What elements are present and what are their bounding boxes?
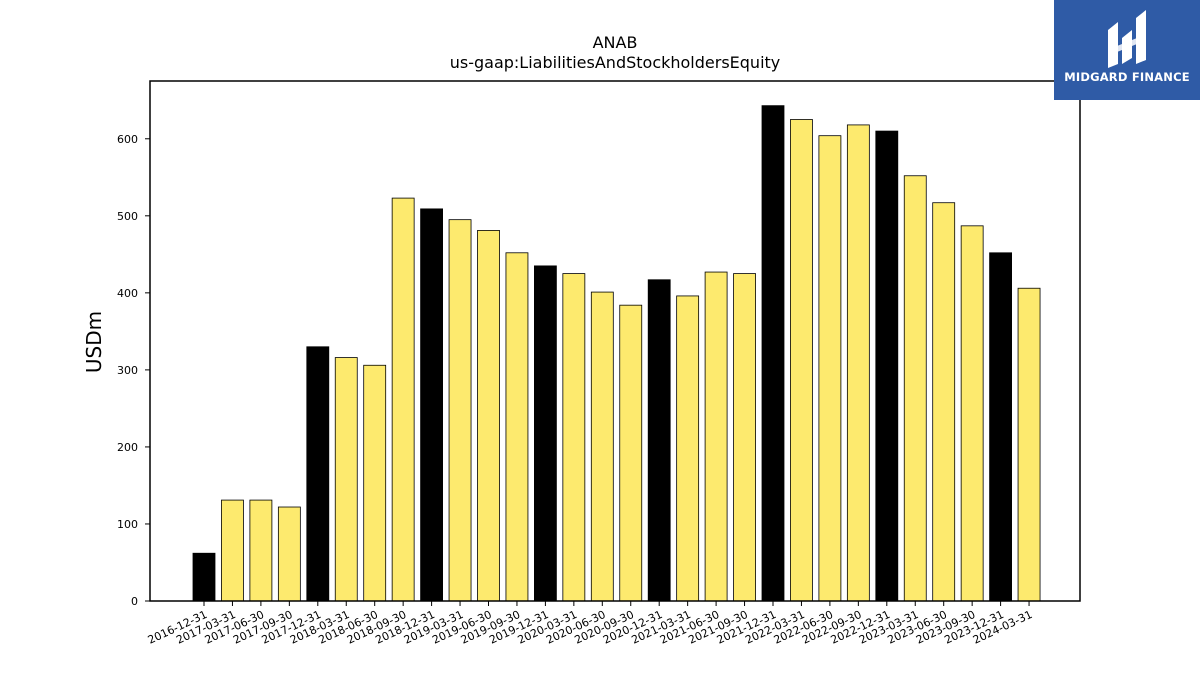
bar-2022-12-31 [875, 130, 899, 602]
bar-2017-09-30 [277, 506, 301, 602]
bar-2019-09-30 [505, 252, 529, 602]
bar-2020-09-30 [619, 304, 643, 602]
bar-2018-03-31 [334, 357, 358, 602]
bar-2022-03-31 [790, 119, 813, 602]
bar-2023-09-30 [960, 225, 984, 602]
bar-2021-03-31 [676, 295, 700, 602]
bar-2019-12-31 [534, 265, 557, 602]
y-tick-label: 300 [117, 364, 138, 377]
bar-2023-03-31 [903, 175, 927, 602]
bar-2020-03-31 [562, 273, 586, 602]
bar-2023-06-30 [932, 202, 956, 602]
y-axis: 0 100 200 300 400 500 600 [117, 133, 150, 608]
bar-2020-12-31 [647, 279, 671, 602]
y-tick-label: 500 [117, 210, 138, 223]
y-tick-label: 600 [117, 133, 138, 146]
bar-2016-12-31 [192, 552, 216, 602]
bar-2018-09-30 [391, 197, 415, 602]
x-axis: 2016-12-312017-03-312017-06-302017-09-30… [146, 601, 1034, 647]
y-tick-label: 200 [117, 441, 138, 454]
chart-title: ANAB [593, 33, 638, 52]
y-tick-label: 0 [131, 595, 138, 608]
logo-text: MIDGARD FINANCE [1064, 70, 1190, 84]
y-axis-label: USDm [82, 311, 106, 373]
bar-2018-12-31 [420, 208, 444, 602]
plot-frame [149, 80, 1081, 602]
bar-2021-06-30 [704, 271, 728, 602]
bar-2024-03-31 [1017, 287, 1041, 602]
brand-logo: MIDGARD FINANCE [1054, 0, 1200, 100]
midgard-logo-icon [1108, 10, 1146, 68]
chart-subtitle: us-gaap:LiabilitiesAndStockholdersEquity [450, 53, 781, 72]
bar-2022-09-30 [846, 124, 870, 602]
bars-group [192, 105, 1041, 602]
bar-2019-06-30 [477, 230, 500, 602]
y-tick-label: 100 [117, 518, 138, 531]
bar-2019-03-31 [448, 219, 472, 602]
bar-2018-06-30 [363, 364, 387, 602]
bar-2020-06-30 [590, 291, 614, 602]
y-tick-label: 400 [117, 287, 138, 300]
bar-2021-09-30 [733, 273, 756, 602]
bar-2023-12-31 [989, 252, 1012, 602]
bar-2022-06-30 [818, 135, 842, 602]
bar-2017-03-31 [221, 499, 244, 602]
bar-2021-12-31 [761, 105, 785, 602]
bar-2017-06-30 [249, 499, 273, 602]
bar-2017-12-31 [306, 346, 330, 602]
